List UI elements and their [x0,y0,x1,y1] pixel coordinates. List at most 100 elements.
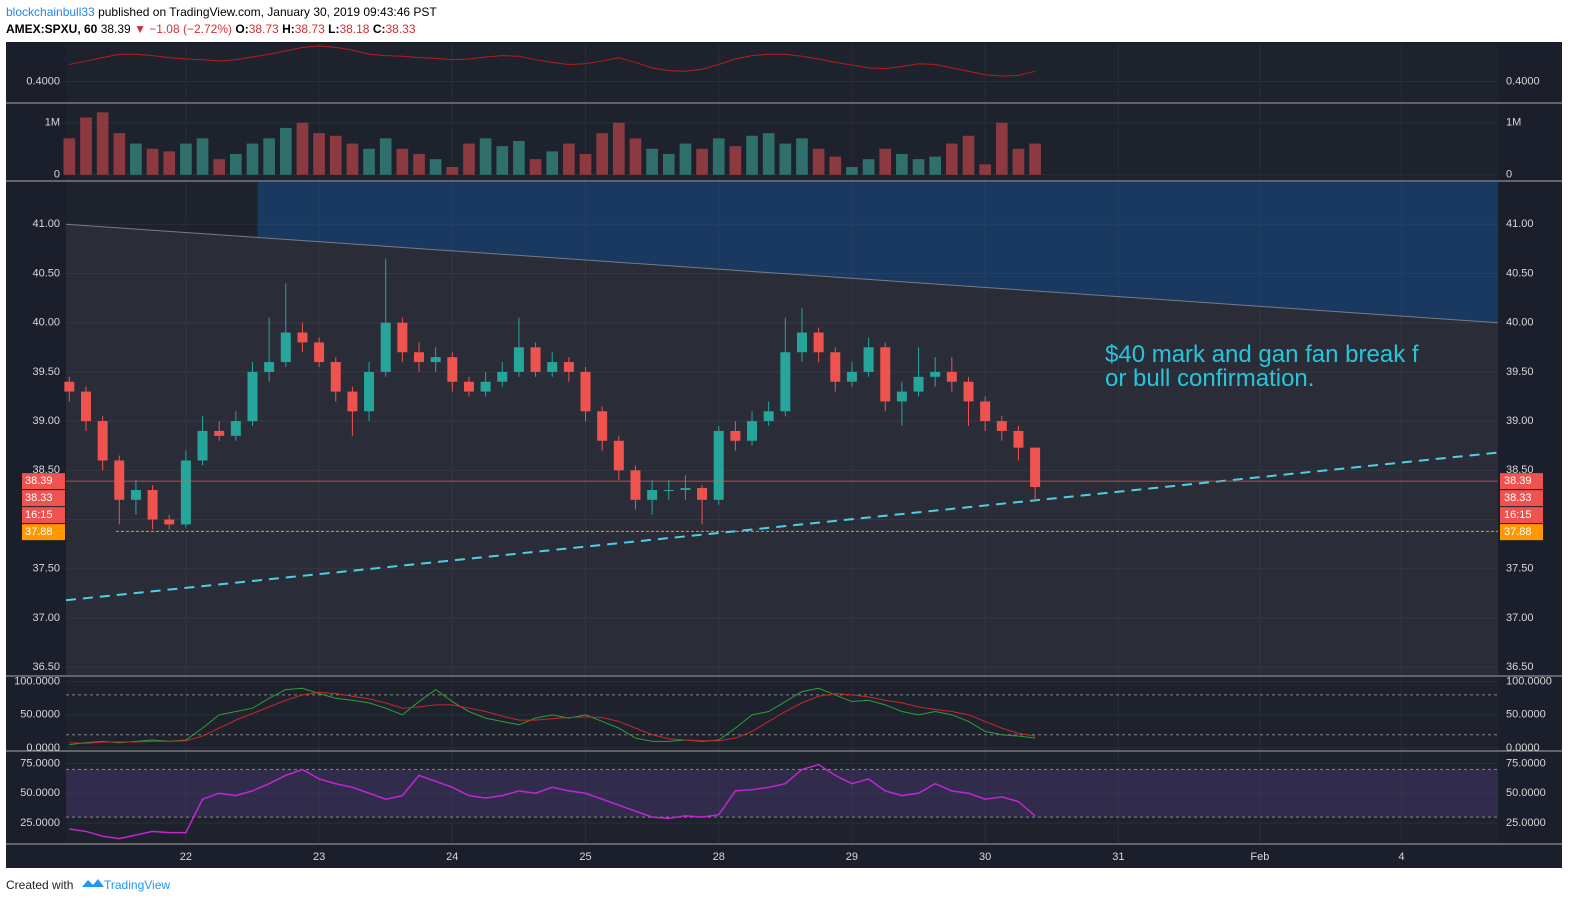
x-tick-label: 30 [979,851,991,863]
candle-body [447,357,458,382]
volume-bar [712,138,725,175]
y-tick-label: 41.00 [32,218,60,230]
candle-body [497,371,508,382]
candle-body [297,332,308,343]
volume-bar [912,159,925,175]
price-label-box [22,490,65,507]
candle-body [164,519,175,525]
c-value: 38.33 [385,22,416,36]
pane [66,44,1498,102]
candle-body [264,362,275,372]
candle-body [747,421,758,441]
y-tick-label: 37.00 [1506,612,1534,624]
y-tick-label: 1M [45,117,60,129]
volume-bar [329,135,342,175]
candle-body [597,411,608,441]
candle-body [97,421,108,461]
candle-body [796,332,807,353]
x-tick-label: 4 [1398,851,1404,863]
candle-body [197,430,208,461]
annotation-line: or bull confirmation. [1105,365,1314,392]
candle-body [680,488,691,490]
volume-bar [130,143,142,175]
y-tick-label: 75.0000 [1506,757,1546,769]
volume-bar [513,140,525,175]
candle-body [563,362,574,372]
price-label-box [1500,524,1543,541]
y-tick-label: 0 [54,169,60,181]
o-label: O: [235,22,249,36]
y-tick-label: 0.0000 [26,742,60,754]
volume-bar [796,138,808,175]
indicator-line [69,691,1036,744]
x-tick-label: 22 [180,851,192,863]
x-tick-label: 23 [313,851,325,863]
volume-bar [313,133,325,175]
volume-bar [446,166,459,175]
candle-body [913,376,924,392]
candle-body [613,440,624,471]
x-tick-label: Feb [1250,851,1269,863]
volume-bar [163,151,176,175]
y-tick-label: 37.50 [1506,563,1534,575]
price-label: 37.88 [25,526,53,538]
candle-body [946,371,957,382]
x-tick-label: 28 [713,851,725,863]
l-value: 38.18 [339,22,370,36]
volume-bar [812,148,825,175]
volume-bar [679,143,692,175]
y-tick-label: 25.0000 [1506,817,1546,829]
h-label: H: [282,22,295,36]
volume-bar [180,143,192,175]
y-tick-label: 36.50 [1506,661,1534,673]
candle-body [364,371,375,412]
candle-body [480,381,491,392]
volume-bar [662,153,675,175]
price-label: 38.33 [1504,492,1532,504]
price-label-box [22,473,65,490]
annotation: $40 mark and gan fan break f or bull conf… [1105,341,1419,392]
volume-bar [80,117,92,175]
candle-body [513,347,524,372]
volume-bar [829,156,842,175]
o-value: 38.73 [248,22,279,36]
candle-body [180,460,191,525]
volume-bar [579,153,592,175]
price-label: 16:15 [25,509,53,521]
y-tick-label: 40.00 [32,317,60,329]
y-tick-label: 40.00 [1506,317,1534,329]
volume-bar [646,148,658,175]
volume-bar [862,159,875,175]
user[interactable]: blockchainbull33 [6,5,95,19]
y-tick-label: 39.50 [1506,366,1534,378]
candle-body [1013,430,1024,448]
candle-body [414,352,424,363]
candle-body [1030,447,1041,488]
volume-bar [696,148,708,175]
y-tick-label: 1M [1506,117,1521,129]
candle-body [763,411,774,422]
volume-bar [263,138,275,175]
logo [82,879,104,887]
candle-body [846,371,857,382]
pane [66,752,1498,843]
candle-body [147,489,158,520]
volume-bar [962,135,975,175]
footer-text: Created with [6,878,73,892]
x-tick-label: 25 [579,851,591,863]
candle-body [397,322,408,353]
volume-bar [729,146,742,175]
volume-bar [946,143,958,175]
volume-bar [279,127,292,175]
candle-body [813,332,824,353]
price-label: 38.39 [25,475,53,487]
volume-bar [463,143,475,175]
y-tick-label: 37.50 [32,563,60,575]
y-tick-label: 40.50 [1506,267,1534,279]
candle-body [713,430,724,500]
footer-brand[interactable]: TradingView [104,878,170,892]
annotation-line: $40 mark and gan fan break f [1105,341,1419,368]
candle-body [996,421,1007,431]
candle-body [547,362,558,372]
